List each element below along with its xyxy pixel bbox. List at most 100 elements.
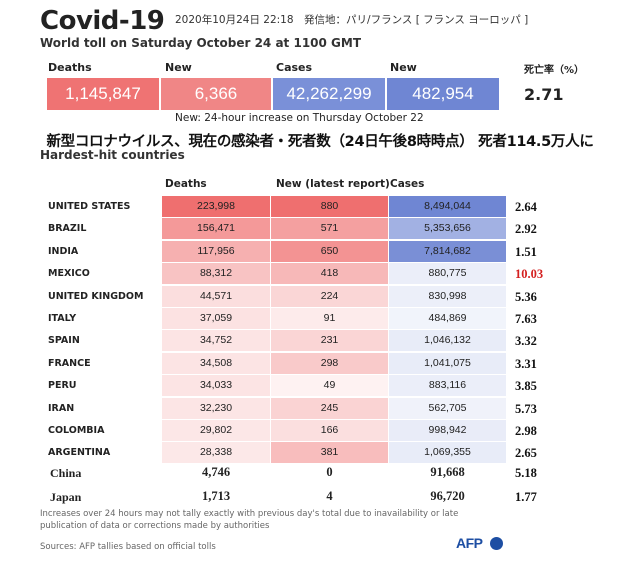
table-row: FRANCE 34,508 298 1,041,075 3.31 <box>40 352 560 375</box>
new-increase-note: New: 24-hour increase on Thursday Octobe… <box>175 112 424 124</box>
cases-cell: 880,775 <box>389 263 506 285</box>
deaths-cell: 32,230 <box>162 397 270 419</box>
source-note: Sources: AFP tallies based on official t… <box>40 542 216 552</box>
death-rate-cell: 3.32 <box>515 334 537 349</box>
death-rate-cell: 3.31 <box>515 356 537 371</box>
new-cell: 4 <box>326 489 333 503</box>
new-cell: 231 <box>271 330 388 352</box>
afp-logo-dot <box>490 537 503 550</box>
country-name: ARGENTINA <box>48 447 111 459</box>
table-row: ITALY 37,059 91 484,869 7.63 <box>40 308 560 330</box>
country-name: UNITED KINGDOM <box>48 290 144 302</box>
new-cell: 49 <box>271 375 388 397</box>
japanese-headline: 新型コロナウイルス、現在の感染者・死者数（24日午後8時時点） 死者114.5万… <box>46 134 594 150</box>
death-rate-cell: 10.03 <box>515 267 544 282</box>
country-name: FRANCE <box>48 357 91 369</box>
deaths-cell: 1,713 <box>201 489 231 503</box>
deaths-cell: 156,471 <box>162 218 270 240</box>
death-rate-cell: 2.64 <box>515 200 537 214</box>
afp-logo: AFP <box>456 535 483 551</box>
deaths-cell: 117,956 <box>162 240 270 262</box>
page-title: Covid-19 <box>40 6 165 36</box>
table-row: BRAZIL 156,471 571 5,353,656 2.92 <box>40 218 560 240</box>
country-name: Japan <box>50 490 82 504</box>
deaths-cell: 29,802 <box>162 420 270 441</box>
col-cases-header: Cases <box>390 178 425 190</box>
death-rate-cell: 2.98 <box>515 424 537 438</box>
deaths-cell: 223,998 <box>162 196 270 217</box>
world-death-rate: 2.71 <box>524 85 564 104</box>
world-toll-subtitle: World toll on Saturday October 24 at 110… <box>40 36 362 50</box>
country-name: MEXICO <box>48 268 90 280</box>
country-name: IRAN <box>48 402 75 414</box>
deaths-cell: 4,746 <box>201 465 231 479</box>
new-cell: 650 <box>271 240 388 262</box>
cases-cell: 1,041,075 <box>389 352 506 374</box>
table-row: IRAN 32,230 245 562,705 5.73 <box>40 397 560 420</box>
table-row: INDIA 117,956 650 7,814,682 1.51 <box>40 240 560 263</box>
table-row: UNITED KINGDOM 44,571 224 830,998 5.36 <box>40 285 560 308</box>
cases-header: Cases <box>276 61 313 74</box>
new-cell: 245 <box>271 397 388 419</box>
death-rate-cell: 3.85 <box>515 379 537 394</box>
death-rate-label: 死亡率（%） <box>524 65 585 76</box>
deaths-cell: 28,338 <box>162 442 270 464</box>
deaths-cell: 34,033 <box>162 375 270 397</box>
death-rate-cell: 5.18 <box>515 466 537 480</box>
country-name: COLOMBIA <box>48 425 105 436</box>
footnote: Increases over 24 hours may not tally ex… <box>40 509 459 531</box>
table-row: China 4,746 0 91,668 5.18 <box>40 462 560 484</box>
table-row: Japan 1,713 4 96,720 1.77 <box>40 486 560 508</box>
new-cases-header: New <box>390 61 417 74</box>
death-rate-cell: 5.36 <box>515 289 537 304</box>
cases-cell: 7,814,682 <box>389 240 506 262</box>
cases-cell: 8,494,044 <box>389 196 506 217</box>
new-deaths-header: New <box>165 61 192 74</box>
new-cell: 880 <box>271 196 388 217</box>
deaths-cell: 34,508 <box>162 352 270 374</box>
dateline: 2020年10月24日 22:18 発信地：パリ/フランス [ フランス ヨーロ… <box>175 14 529 26</box>
cases-cell: 830,998 <box>389 285 506 307</box>
world-cases-box: 42,262,299 <box>273 78 385 110</box>
new-cell: 0 <box>326 465 333 479</box>
cases-cell: 484,869 <box>389 308 506 329</box>
world-deaths-box: 1,145,847 <box>47 78 159 110</box>
table-row: ARGENTINA 28,338 381 1,069,355 2.65 <box>40 442 560 464</box>
country-name: ITALY <box>48 313 77 324</box>
deaths-cell: 34,752 <box>162 330 270 352</box>
new-cell: 571 <box>271 218 388 240</box>
cases-cell: 1,046,132 <box>389 330 506 352</box>
deaths-cell: 88,312 <box>162 263 270 285</box>
new-cell: 418 <box>271 263 388 285</box>
table-row: UNITED STATES 223,998 880 8,494,044 2.64 <box>40 196 560 218</box>
cases-cell: 91,668 <box>430 465 465 479</box>
col-deaths-header: Deaths <box>165 178 207 190</box>
world-new-deaths-box: 6,366 <box>161 78 271 110</box>
table-row: SPAIN 34,752 231 1,046,132 3.32 <box>40 330 560 352</box>
death-rate-cell: 2.92 <box>515 222 537 237</box>
world-new-cases-box: 482,954 <box>387 78 499 110</box>
new-cell: 166 <box>271 420 388 441</box>
table-row: MEXICO 88,312 418 880,775 10.03 <box>40 263 560 285</box>
cases-cell: 883,116 <box>389 375 506 397</box>
deaths-header: Deaths <box>48 61 92 74</box>
new-cell: 224 <box>271 285 388 307</box>
new-cell: 381 <box>271 442 388 464</box>
cases-cell: 1,069,355 <box>389 442 506 464</box>
country-name: China <box>50 466 82 480</box>
col-new-header: New (latest report) <box>276 178 390 190</box>
table-row: PERU 34,033 49 883,116 3.85 <box>40 375 560 397</box>
table-row: COLOMBIA 29,802 166 998,942 2.98 <box>40 420 560 442</box>
death-rate-cell: 5.73 <box>515 401 537 416</box>
country-name: UNITED STATES <box>48 201 131 212</box>
country-name: SPAIN <box>48 335 80 347</box>
cases-cell: 96,720 <box>430 489 465 503</box>
hardest-hit-heading: Hardest-hit countries <box>40 148 185 162</box>
cases-cell: 5,353,656 <box>389 218 506 240</box>
death-rate-cell: 1.51 <box>515 244 537 259</box>
death-rate-cell: 2.65 <box>515 446 537 461</box>
new-cell: 298 <box>271 352 388 374</box>
deaths-cell: 44,571 <box>162 285 270 307</box>
country-name: BRAZIL <box>48 223 87 235</box>
new-cell: 91 <box>271 308 388 329</box>
